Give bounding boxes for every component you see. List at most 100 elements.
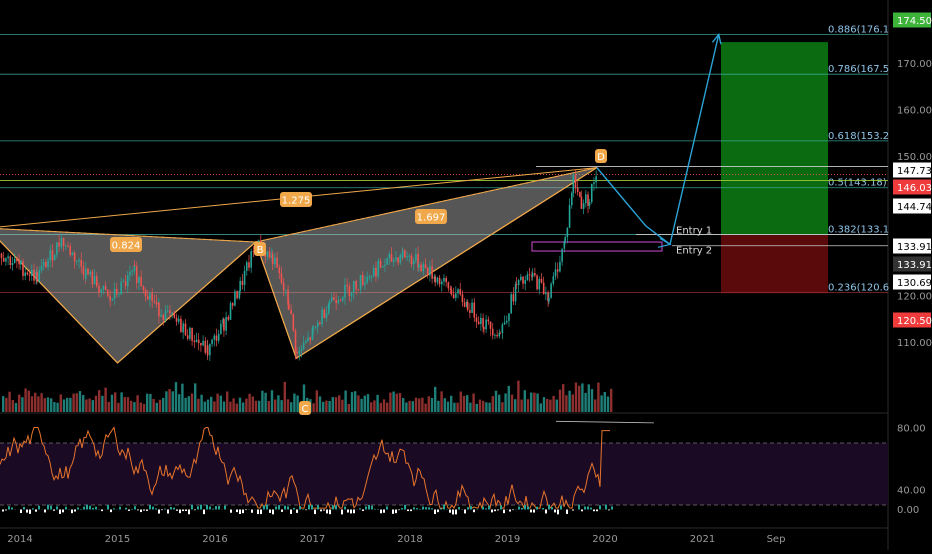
candle-body [427,268,429,276]
volume-bar [63,399,65,412]
macd-histogram-bar [611,506,613,509]
volume-bar [604,392,606,412]
ratio-label: 1.697 [417,213,446,224]
candle-body [360,275,362,289]
macd-histogram-bar [77,507,79,509]
macd-histogram-bar [530,510,532,513]
fib-level-label: 0.382(133.11) [828,225,900,236]
volume-bar [437,401,439,412]
candle-body [331,297,333,301]
volume-bar [610,389,612,412]
candle-body [469,310,471,313]
volume-bar [47,397,49,412]
macd-histogram-bar [341,510,343,515]
candle-body [543,283,545,295]
macd-histogram-bar [5,510,7,511]
volume-bar [415,398,417,412]
volume-bar [24,388,26,412]
candle-body [78,260,80,261]
volume-bar [508,386,510,412]
volume-bar [348,404,350,412]
candle-body [309,337,311,340]
candle-body [473,303,475,318]
candle-body [87,269,89,275]
candle-body [213,336,215,340]
volume-bar [328,401,330,412]
candle-body [369,277,371,278]
volume-bar [546,399,548,412]
candle-body [561,249,563,262]
candle-body [321,310,323,324]
volume-bar [69,398,71,412]
volume-bar [261,391,263,412]
macd-histogram-bar [566,510,568,514]
macd-histogram-bar [272,510,274,515]
volume-bar [258,401,260,412]
price-tag-label: 146.03 [897,183,932,194]
volume-bar [380,403,382,412]
volume-bar [584,393,586,412]
volume-bar [290,402,292,412]
volume-bar [143,404,145,412]
volume-bar [15,403,17,412]
macd-histogram-bar [605,505,607,510]
candle-body [431,266,433,278]
candle-body [127,275,129,286]
macd-histogram-bar [551,507,553,509]
candle-body [22,261,24,276]
volume-bar [191,393,193,412]
volume-bar [383,399,385,412]
volume-bar [104,388,106,412]
macd-histogram-bar [413,507,415,509]
volume-bar [514,399,516,412]
volume-bar [405,403,407,412]
candle-body [313,328,315,329]
candle-body [301,349,303,351]
candle-body [589,202,591,206]
volume-bar [175,382,177,412]
macd-histogram-bar [230,510,232,513]
macd-histogram-bar [107,505,109,509]
candle-body [384,265,386,266]
fib-level-label: 0.618(153.25) [828,131,900,142]
volume-bar [127,397,129,412]
macd-histogram-bar [245,510,247,511]
macd-histogram-bar [587,506,589,509]
candle-body [382,266,384,268]
y-tick-label: 110.00 [897,338,932,349]
candle-body [408,256,410,257]
candle-body [295,330,297,352]
candle-body [100,290,102,293]
candle-body [429,266,431,275]
macd-histogram-bar [113,508,115,509]
candle-body [69,246,71,255]
macd-histogram-bar [311,505,313,510]
volume-bar [482,401,484,412]
candle-body [165,311,167,320]
macd-tick-label: 0.00 [897,505,919,516]
candle-body [134,265,136,266]
candle-body [94,276,96,284]
macd-histogram-bar [557,510,559,515]
candle-body [250,251,252,267]
volume-bar [431,398,433,412]
macd-histogram-bar [101,510,103,512]
candle-body [248,262,250,267]
volume-bar [341,400,343,412]
candle-body [459,289,461,294]
macd-histogram-bar [278,505,280,509]
candle-body [272,254,274,264]
candle-body [12,263,14,265]
macd-histogram-bar [260,510,262,515]
volume-bar [386,403,388,412]
volume-bar [469,403,471,412]
x-tick-label: 2020 [592,534,617,545]
candle-body [171,313,173,314]
macd-histogram-bar [464,510,466,514]
candle-body [342,297,344,300]
volume-bar [245,399,247,412]
candle-body [593,182,595,184]
macd-histogram-bar [23,507,25,510]
